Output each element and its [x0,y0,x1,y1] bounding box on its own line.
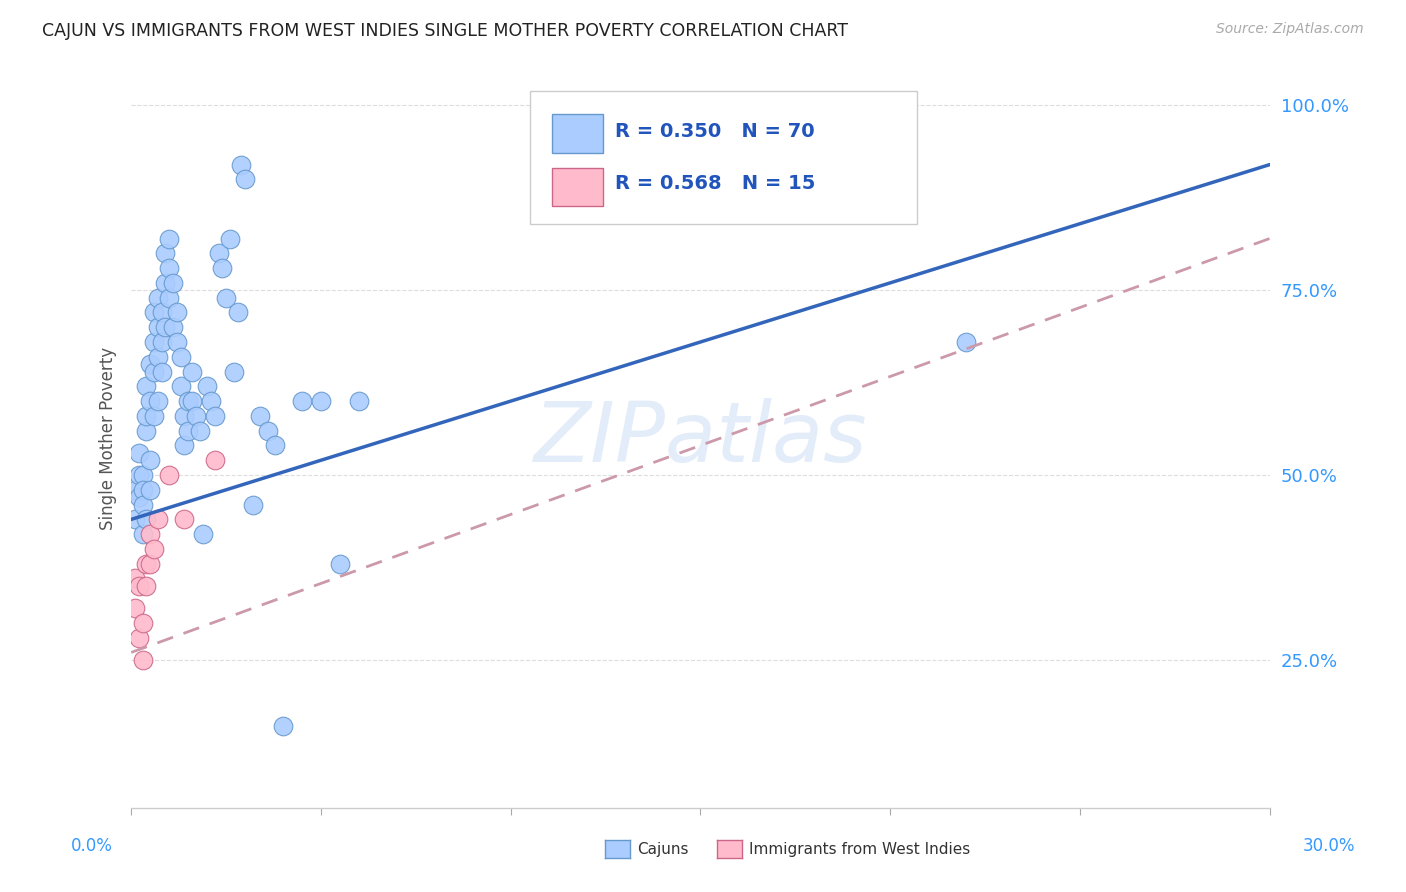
Point [249,409,271,423]
Point [219,231,242,245]
Point [146,512,169,526]
Text: R = 0.350   N = 70: R = 0.350 N = 70 [614,121,814,141]
Point [131,483,153,497]
Point [139,483,162,497]
Point [135,579,157,593]
Point [143,541,166,556]
Point [309,394,332,409]
Point [169,379,191,393]
Point [226,305,249,319]
Point [146,394,169,409]
Point [222,365,245,379]
Point [157,261,180,276]
Point [166,334,188,349]
Point [146,320,169,334]
FancyBboxPatch shape [530,91,917,224]
Text: 30.0%: 30.0% [1302,837,1355,855]
Point [169,350,191,364]
Point [128,579,150,593]
Point [139,557,162,571]
Point [204,409,226,423]
Point [139,453,162,467]
Point [173,438,195,452]
Point [177,424,200,438]
Point [135,379,157,393]
Point [184,409,207,423]
Y-axis label: Single Mother Poverty: Single Mother Poverty [100,346,117,530]
Point [135,557,157,571]
Point [207,246,229,260]
FancyBboxPatch shape [553,114,603,153]
Point [188,424,211,438]
Point [139,527,162,541]
Point [128,446,150,460]
Point [124,601,146,615]
Text: 0.0%: 0.0% [70,837,112,855]
Point [166,305,188,319]
Point [131,468,153,483]
Text: Source: ZipAtlas.com: Source: ZipAtlas.com [1216,22,1364,37]
Point [150,334,173,349]
Point [257,424,280,438]
Point [329,557,352,571]
Point [128,490,150,504]
Point [215,291,238,305]
Point [173,409,195,423]
Point [162,320,184,334]
Point [124,483,146,497]
Point [347,394,370,409]
Point [157,291,180,305]
Point [264,438,287,452]
Point [173,512,195,526]
Point [139,357,162,371]
Point [143,334,166,349]
Point [135,409,157,423]
Point [200,394,222,409]
Point [155,320,177,334]
Point [162,276,184,290]
Point [131,527,153,541]
Point [233,172,256,186]
Point [291,394,314,409]
Point [146,291,169,305]
Point [181,394,204,409]
Point [181,365,204,379]
Point [155,246,177,260]
Text: R = 0.568   N = 15: R = 0.568 N = 15 [614,174,815,193]
Point [204,453,226,467]
Point [146,350,169,364]
Point [124,512,146,526]
Text: Immigrants from West Indies: Immigrants from West Indies [749,842,970,856]
Point [143,305,166,319]
Point [131,498,153,512]
Point [128,468,150,483]
Point [131,653,153,667]
Point [193,527,215,541]
Point [124,572,146,586]
Point [155,276,177,290]
Point [150,365,173,379]
Point [157,231,180,245]
Point [231,158,253,172]
Text: CAJUN VS IMMIGRANTS FROM WEST INDIES SINGLE MOTHER POVERTY CORRELATION CHART: CAJUN VS IMMIGRANTS FROM WEST INDIES SIN… [42,22,848,40]
Point [143,409,166,423]
Point [195,379,218,393]
Point [135,512,157,526]
Text: ZIPatlas: ZIPatlas [534,398,868,479]
Point [157,468,180,483]
Point [139,394,162,409]
Point [211,261,233,276]
FancyBboxPatch shape [553,168,603,206]
Point [242,498,264,512]
Point [177,394,200,409]
Point [955,334,977,349]
Text: Cajuns: Cajuns [637,842,689,856]
Point [143,365,166,379]
Point [135,424,157,438]
Point [131,615,153,630]
Point [150,305,173,319]
Point [271,719,294,733]
Point [128,631,150,645]
